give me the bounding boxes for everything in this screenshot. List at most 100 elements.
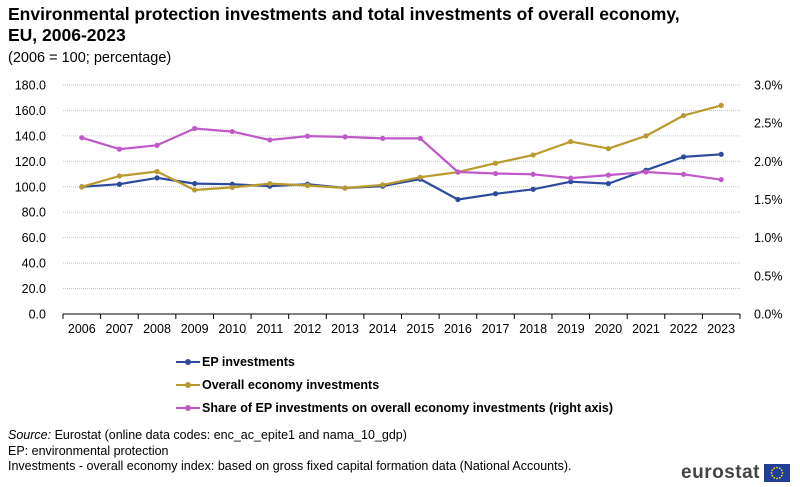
legend-label-share: Share of EP investments on overall econo… — [202, 400, 614, 415]
series-1-point — [680, 112, 687, 119]
source-text: Eurostat (online data codes: enc_ac_epit… — [51, 428, 407, 442]
legend-label-overall: Overall economy investments — [202, 377, 380, 392]
legend-item-overall: Overall economy investments — [176, 373, 613, 396]
series-2-point — [267, 137, 273, 143]
x-tick-label: 2018 — [519, 322, 547, 336]
series-1-point — [643, 133, 649, 139]
x-tick-label: 2016 — [444, 322, 472, 336]
x-tick-label: 2021 — [632, 322, 660, 336]
flag-star — [773, 467, 776, 470]
legend-swatch-overall — [176, 380, 200, 390]
series-2-point — [380, 135, 386, 142]
series-2-point — [342, 134, 348, 140]
y-left-tick-label: 60.0 — [22, 231, 46, 245]
flag-star — [773, 476, 776, 479]
y-right-tick-label: 2.5% — [754, 117, 783, 131]
flag-star — [770, 472, 773, 474]
series-0-point — [455, 196, 461, 203]
series-0-point — [116, 181, 123, 187]
x-tick-label: 2009 — [181, 322, 209, 336]
chart-title: Environmental protection investments and… — [8, 4, 680, 45]
x-tick-label: 2019 — [557, 322, 585, 336]
y-right-tick-label: 1.0% — [754, 231, 783, 245]
series-1-point — [116, 173, 123, 179]
x-tick-label: 2015 — [406, 322, 434, 336]
flag-star — [780, 469, 783, 472]
eurostat-logo: eurostat — [681, 462, 790, 484]
series-2-point — [605, 172, 611, 178]
x-tick-label: 2023 — [707, 322, 735, 336]
source-label: Source: — [8, 428, 52, 442]
y-left-tick-label: 20.0 — [22, 282, 46, 296]
x-tick-label: 2006 — [68, 322, 96, 336]
series-1-point — [605, 146, 611, 152]
y-left-tick-label: 0.0 — [29, 308, 46, 322]
x-tick-label: 2014 — [369, 322, 397, 336]
series-1-point — [267, 180, 273, 187]
series-1-point — [568, 139, 574, 145]
x-tick-label: 2013 — [331, 322, 359, 336]
x-tick-label: 2012 — [294, 322, 322, 336]
legend-swatch-share — [176, 403, 200, 413]
series-1-point — [492, 160, 499, 166]
flag-star — [771, 474, 774, 477]
chart-subtitle: (2006 = 100; percentage) — [8, 50, 172, 66]
flag-star — [778, 476, 781, 479]
series-0-point — [680, 154, 687, 160]
series-2-point — [192, 125, 198, 132]
source-line: Source: Eurostat (online data codes: enc… — [8, 428, 571, 444]
series-line-0 — [81, 153, 722, 201]
series-2-point — [304, 133, 311, 139]
y-right-tick-label: 3.0% — [754, 79, 783, 93]
y-right-tick-label: 2.0% — [754, 155, 783, 169]
y-right-tick-label: 0.5% — [754, 269, 783, 283]
flag-star — [780, 474, 783, 477]
y-left-tick-label: 180.0 — [15, 79, 46, 93]
legend-swatch-ep — [176, 357, 200, 367]
logo-text: eurostat — [681, 462, 760, 483]
eu-flag-icon — [764, 464, 790, 482]
y-left-tick-label: 140.0 — [15, 129, 46, 143]
y-left-tick-label: 80.0 — [22, 206, 46, 220]
y-right-tick-label: 0.0% — [754, 308, 783, 322]
series-0-point — [192, 180, 198, 187]
series-0-point — [605, 180, 611, 187]
series-1-point — [192, 187, 198, 193]
series-2-point — [116, 146, 123, 152]
series-0-point — [154, 175, 160, 181]
flag-star — [776, 466, 778, 469]
line-chart: 0.0 20.0 40.0 60.0 80.0 100.0 120.0 140.0 160.0 1… — [15, 79, 783, 337]
y-left-tick-label: 100.0 — [15, 180, 46, 194]
x-tick-label: 2011 — [256, 322, 283, 336]
series-2-point — [79, 135, 85, 141]
series-1-point — [229, 184, 235, 191]
series-0-point — [718, 151, 724, 157]
series-2-point — [718, 177, 724, 183]
series-1-point — [79, 184, 85, 190]
series-2-point — [455, 169, 461, 175]
x-tick-label: 2017 — [482, 322, 510, 336]
series-2-point — [643, 169, 649, 175]
series-2-point — [680, 171, 687, 177]
series-0-point — [530, 186, 536, 192]
y-left-tick-label: 40.0 — [22, 257, 46, 271]
flag-star — [771, 469, 774, 472]
flag-star — [778, 467, 781, 470]
legend-label-ep: EP investments — [202, 354, 295, 369]
legend: EP investments Overall economy investmen… — [176, 350, 613, 419]
x-tick-label: 2010 — [218, 322, 246, 336]
series-line-1 — [81, 104, 722, 192]
series-1-point — [154, 168, 160, 175]
series-2-point — [530, 171, 536, 177]
y-right-tick-label: 1.5% — [754, 193, 783, 207]
flag-star — [776, 477, 778, 480]
series-1-point — [417, 174, 423, 180]
series-0-point — [568, 179, 574, 185]
series-1-point — [718, 102, 724, 108]
series-1-point — [380, 182, 386, 188]
series-2-point — [568, 175, 574, 181]
series-1-point — [304, 182, 311, 189]
series-1-point — [530, 152, 536, 158]
series-1-point — [342, 185, 348, 191]
series-2-point — [492, 170, 499, 177]
